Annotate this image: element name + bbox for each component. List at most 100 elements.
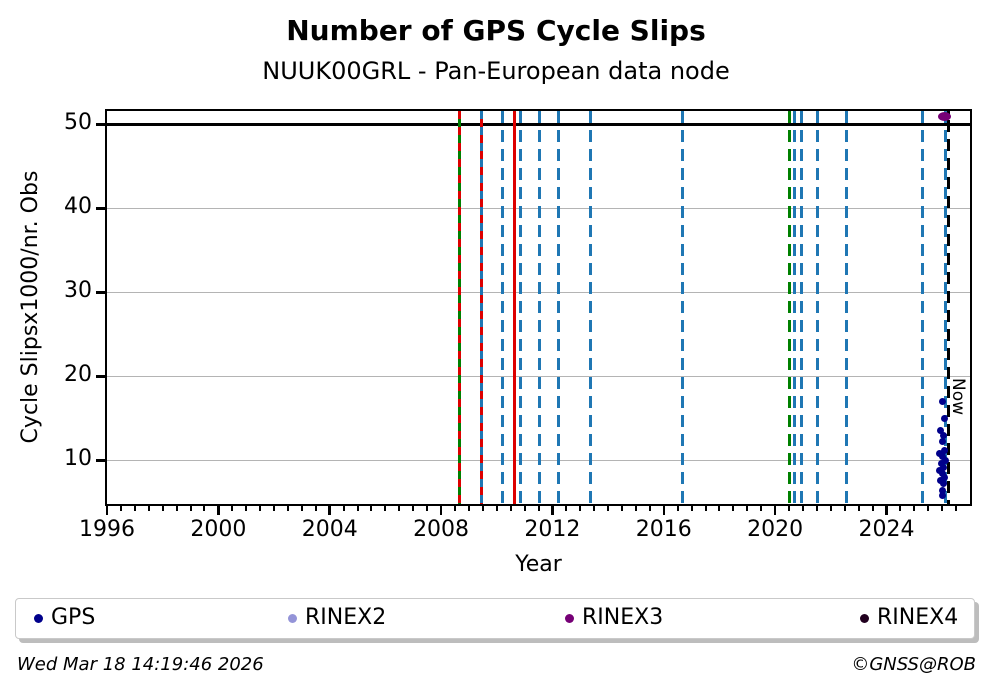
x-minor-tick — [899, 506, 902, 511]
legend-item-rinex2: RINEX2 — [305, 605, 387, 630]
x-major-tick — [885, 506, 888, 515]
x-minor-tick — [203, 506, 206, 511]
x-minor-tick — [565, 506, 568, 511]
x-minor-tick — [398, 506, 401, 511]
x-major-tick — [217, 506, 220, 515]
gps-data-point — [940, 463, 948, 471]
chart-title: Number of GPS Cycle Slips — [286, 14, 706, 47]
event-line — [815, 111, 819, 504]
y-major-tick — [96, 207, 105, 210]
x-minor-tick — [245, 506, 248, 511]
legend-item-gps: GPS — [51, 605, 96, 630]
event-line — [845, 111, 849, 504]
x-major-tick — [439, 506, 443, 515]
gps-data-point — [941, 414, 949, 422]
x-tick-label: 2020 — [747, 517, 804, 542]
x-minor-tick — [453, 506, 456, 511]
x-minor-tick — [843, 506, 846, 511]
y-major-tick — [96, 459, 105, 462]
x-minor-tick — [690, 506, 693, 511]
event-line — [788, 111, 792, 504]
y-tick-label: 40 — [64, 194, 92, 220]
x-minor-tick — [523, 506, 526, 511]
legend-rinex3-dot-icon — [565, 614, 574, 623]
x-minor-tick — [537, 506, 540, 511]
gps-data-point — [940, 432, 948, 440]
event-line — [479, 111, 483, 504]
x-minor-tick — [384, 506, 387, 511]
legend-item-rinex4: RINEX4 — [877, 605, 959, 630]
x-minor-tick — [760, 506, 763, 511]
x-minor-tick — [259, 506, 262, 511]
x-minor-tick — [746, 506, 749, 511]
y-tick-label: 30 — [64, 278, 92, 304]
x-minor-tick — [648, 506, 651, 511]
gps-data-point — [939, 480, 947, 488]
legend-rinex2-dot-icon — [288, 614, 297, 623]
x-major-tick — [328, 506, 331, 515]
x-minor-tick — [356, 506, 359, 511]
x-tick-label: 2004 — [301, 517, 358, 542]
x-minor-tick — [732, 506, 735, 511]
x-minor-tick — [426, 506, 429, 511]
x-minor-tick — [495, 506, 498, 511]
x-minor-tick — [634, 506, 637, 511]
gps-data-point — [940, 446, 948, 454]
gps-data-point — [938, 438, 946, 446]
x-tick-label: 1996 — [79, 517, 135, 542]
x-minor-tick — [607, 506, 610, 511]
event-line — [512, 111, 516, 504]
x-minor-tick — [941, 506, 944, 511]
x-minor-tick — [412, 506, 415, 511]
x-minor-tick — [300, 506, 303, 511]
x-major-tick — [105, 506, 109, 515]
gps-data-point — [938, 487, 946, 495]
x-minor-tick — [801, 506, 804, 511]
footer-credit: ©GNSS@ROB — [851, 654, 976, 675]
x-minor-tick — [857, 506, 860, 511]
x-minor-tick — [147, 506, 150, 511]
event-line — [792, 111, 796, 504]
x-tick-label: 2016 — [635, 517, 692, 542]
x-major-tick — [662, 506, 666, 515]
x-minor-tick — [286, 506, 289, 511]
rinex3-data-point — [938, 112, 952, 122]
x-minor-tick — [815, 506, 818, 511]
legend-rinex4-dot-icon — [860, 614, 869, 623]
footer-timestamp: Wed Mar 18 14:19:46 2026 — [17, 654, 264, 675]
event-line — [944, 111, 948, 504]
x-minor-tick — [913, 506, 916, 511]
gps-data-point — [942, 456, 949, 464]
x-minor-tick — [509, 506, 512, 511]
legend-item-rinex3: RINEX3 — [582, 605, 664, 630]
x-minor-tick — [133, 506, 136, 511]
x-minor-tick — [467, 506, 470, 511]
x-minor-tick — [788, 506, 791, 511]
y-tick-label: 50 — [64, 110, 92, 136]
x-minor-tick — [273, 506, 276, 511]
event-line — [921, 111, 925, 504]
x-tick-label: 2008 — [413, 517, 470, 542]
x-minor-tick — [871, 506, 874, 511]
event-line — [500, 111, 504, 504]
x-minor-tick — [621, 506, 624, 511]
x-minor-tick — [955, 506, 958, 511]
x-minor-tick — [704, 506, 707, 511]
x-minor-tick — [718, 506, 721, 511]
y-tick-label: 20 — [64, 362, 92, 388]
x-tick-label: 2012 — [524, 517, 581, 542]
gps-data-point — [938, 398, 946, 406]
y-major-tick — [96, 291, 105, 294]
now-label: Now — [948, 378, 968, 416]
now-line — [946, 111, 950, 504]
x-minor-tick — [231, 506, 234, 511]
gps-data-point — [937, 427, 945, 435]
event-line — [519, 111, 523, 504]
y-tick-label: 10 — [64, 446, 92, 472]
chart-subtitle: NUUK00GRL - Pan-European data node — [262, 57, 730, 85]
x-minor-tick — [314, 506, 317, 511]
event-line — [458, 111, 462, 504]
x-minor-tick — [481, 506, 484, 511]
x-major-tick — [773, 506, 777, 515]
y-major-tick — [96, 123, 105, 126]
